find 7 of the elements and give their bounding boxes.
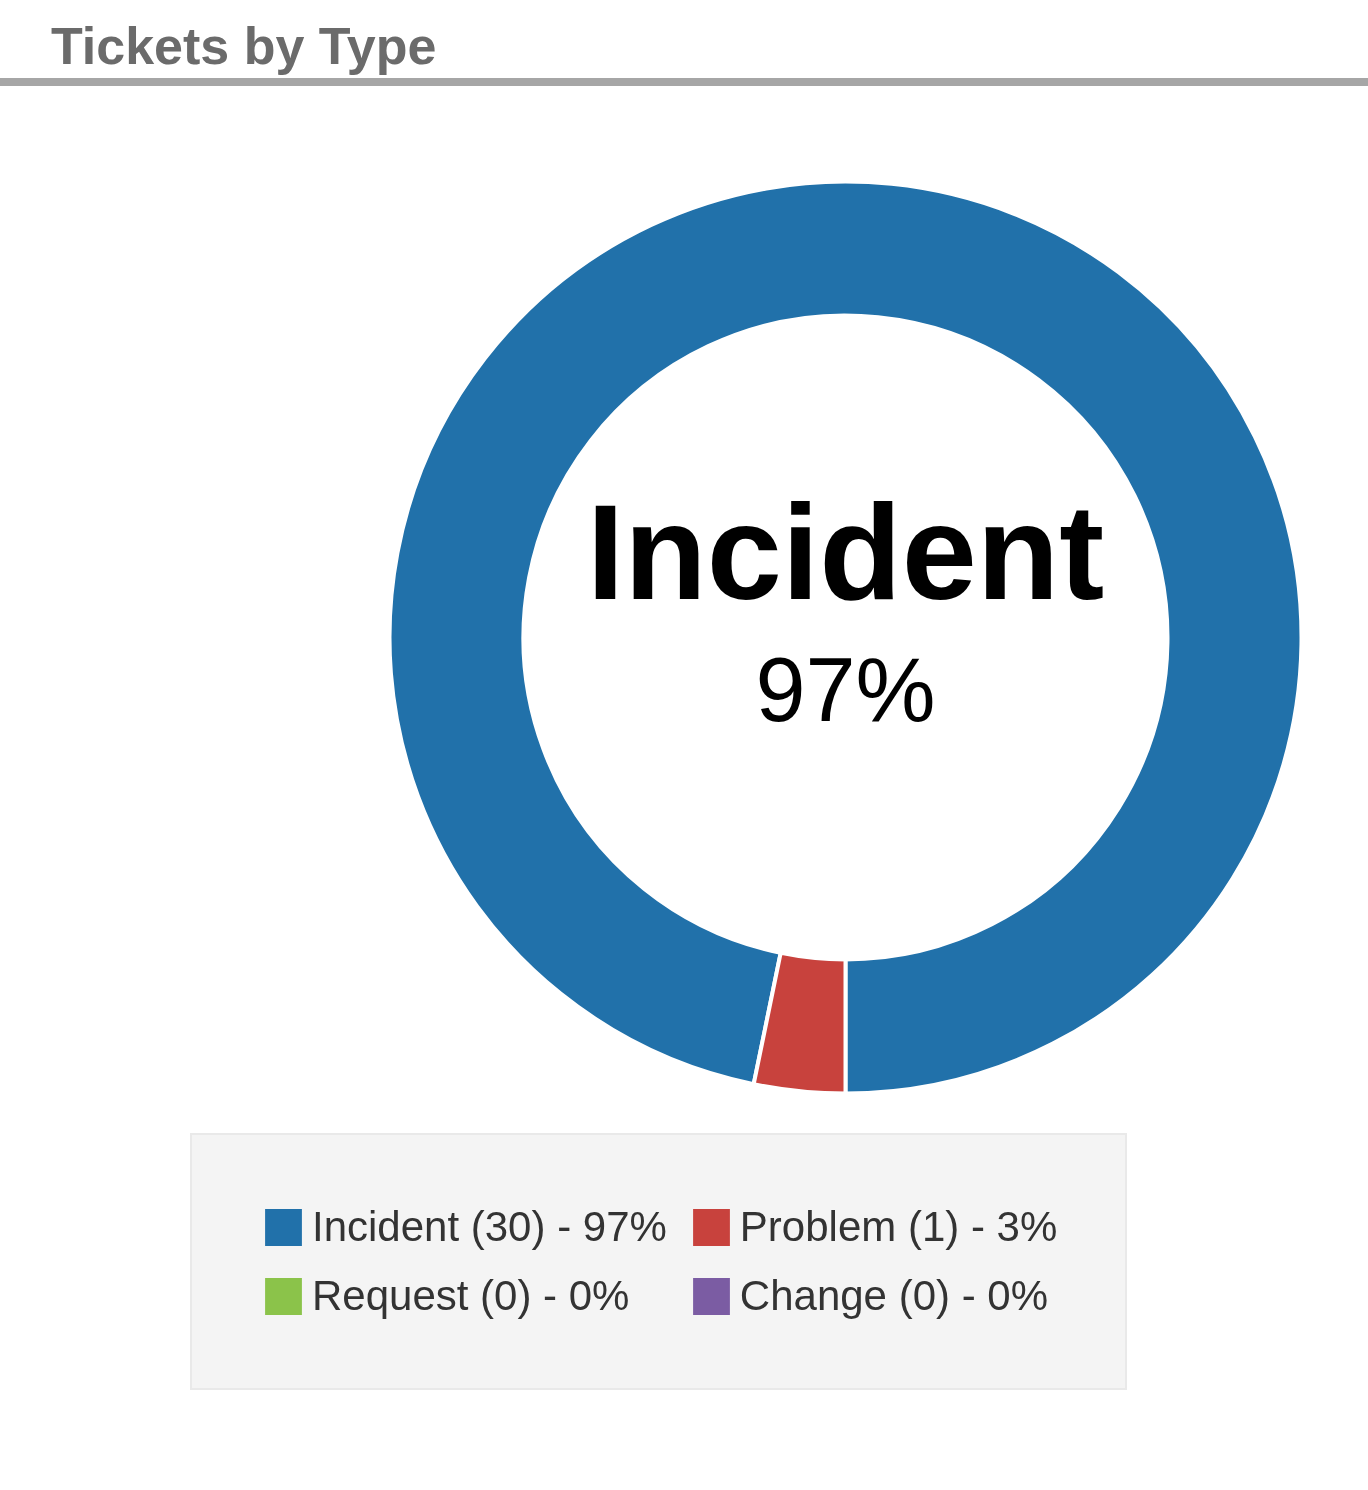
chart-title: Tickets by Type (51, 17, 437, 75)
legend-label: Incident (30) - 97% (312, 1203, 667, 1251)
legend-label: Request (0) - 0% (312, 1272, 630, 1320)
text: 97% (755, 639, 936, 740)
legend-label: Change (0) - 0% (739, 1272, 1049, 1320)
text: Incident (586, 477, 1105, 628)
legend-label: Problem (1) - 3% (739, 1203, 1058, 1251)
